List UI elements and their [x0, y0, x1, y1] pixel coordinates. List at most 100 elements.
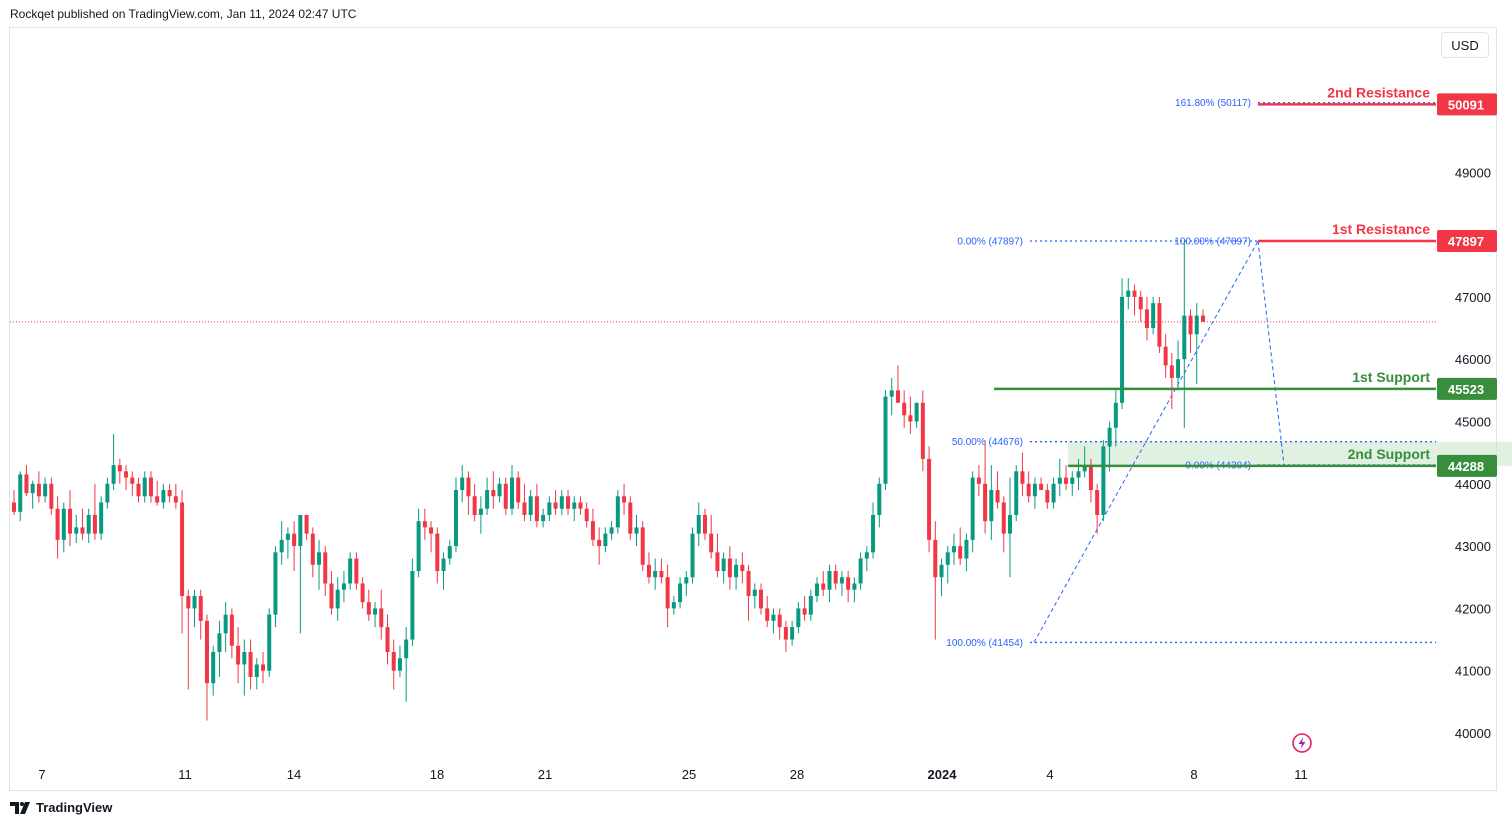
candle-body: [323, 552, 328, 584]
candle-body: [908, 415, 913, 422]
candle-body: [491, 490, 496, 497]
candle-body: [86, 514, 91, 534]
candle-body: [578, 502, 583, 509]
price-badge: [1437, 377, 1497, 400]
candle-body: [1176, 359, 1181, 378]
candle-body: [298, 514, 303, 547]
candle-body: [261, 664, 265, 671]
footer-brand-label: TradingView: [36, 800, 113, 815]
candle-body: [566, 496, 571, 509]
candle-body: [939, 564, 944, 578]
candle-body: [12, 502, 16, 512]
candle-body: [983, 483, 988, 522]
candle-body: [1151, 303, 1156, 329]
candle-body: [759, 589, 763, 609]
candle-body: [671, 602, 676, 609]
candle-body: [678, 583, 683, 603]
price-badge-label: 47897: [1448, 234, 1484, 249]
candle-body: [572, 502, 577, 509]
candle-body: [130, 477, 135, 484]
level-name: 2nd Support: [1348, 446, 1431, 462]
candle-body: [254, 664, 259, 677]
candle-body: [945, 552, 950, 565]
y-tick-label: 43000: [1455, 539, 1491, 554]
candle-body: [173, 496, 178, 503]
candle-body: [590, 521, 595, 540]
candle-body: [211, 652, 216, 684]
candle-body: [236, 645, 241, 665]
fib-trend-line: [1257, 240, 1285, 465]
candle-body: [839, 577, 844, 584]
candle-body: [877, 483, 882, 515]
candle-body: [229, 614, 234, 646]
x-tick-label: 11: [1294, 767, 1308, 782]
candle-body: [285, 533, 290, 540]
candle-body: [989, 490, 994, 522]
candle-body: [55, 508, 60, 540]
candle-body: [61, 508, 66, 540]
candle-body: [777, 614, 782, 628]
candle-body: [310, 533, 315, 565]
y-tick-label: 45000: [1455, 415, 1491, 430]
candle-body: [148, 477, 153, 497]
candle-body: [653, 571, 658, 578]
candle-body: [883, 396, 888, 484]
lightning-icon[interactable]: [1292, 733, 1312, 753]
candle-body: [1138, 296, 1143, 310]
fib-label: 100.00% (47897): [1174, 237, 1251, 248]
candle-body: [292, 533, 297, 547]
candle-body: [192, 595, 197, 609]
footer-brand[interactable]: TradingView: [10, 800, 112, 815]
candle-body: [1095, 490, 1100, 515]
candle-body: [821, 583, 826, 590]
price-badge-label: 45523: [1448, 382, 1484, 397]
candle-body: [441, 558, 446, 572]
candle-body: [435, 533, 440, 572]
candle-body: [1194, 315, 1199, 335]
candle-body: [155, 496, 160, 503]
currency-button[interactable]: USD: [1441, 32, 1489, 58]
candle-body: [622, 496, 627, 503]
candle-body: [242, 652, 247, 665]
candle-body: [1163, 346, 1168, 366]
candle-body: [105, 483, 110, 503]
candle-body: [721, 558, 726, 572]
y-tick-label: 47000: [1455, 290, 1491, 305]
candle-body: [771, 614, 776, 621]
candle-body: [466, 477, 471, 497]
price-badge: [1437, 454, 1497, 477]
publish-info: Rockqet published on TradingView.com, Ja…: [10, 7, 357, 21]
candle-body: [752, 589, 757, 596]
candle-body: [80, 527, 85, 534]
candle-body: [808, 595, 813, 615]
candle-body: [1076, 471, 1081, 478]
candle-body: [92, 514, 97, 534]
candle-body: [951, 546, 956, 553]
candle-body: [615, 496, 620, 528]
price-badge: [1437, 230, 1497, 253]
candle-body: [335, 589, 340, 609]
candle-body: [541, 514, 546, 522]
x-tick-label: 7: [38, 767, 45, 782]
candle-body: [391, 652, 396, 671]
candle-body: [422, 521, 427, 528]
candle-body: [796, 608, 801, 628]
candle-body: [559, 496, 564, 509]
candle-body: [273, 552, 278, 615]
candle-body: [1188, 315, 1193, 335]
candle-body: [914, 402, 919, 422]
candle-body: [24, 474, 29, 494]
fib-label: 0.00% (47897): [957, 237, 1023, 248]
candle-body: [447, 546, 452, 559]
candle-body: [43, 483, 48, 497]
candle-body: [684, 577, 689, 584]
tradingview-logo-icon: [10, 801, 32, 814]
candle-body: [1057, 477, 1062, 484]
candle-body: [341, 583, 346, 590]
candle-body: [1157, 303, 1162, 347]
candle-body: [354, 558, 359, 584]
candle-body: [609, 527, 614, 534]
x-tick-label: 28: [790, 767, 804, 782]
candle-body: [186, 595, 191, 609]
